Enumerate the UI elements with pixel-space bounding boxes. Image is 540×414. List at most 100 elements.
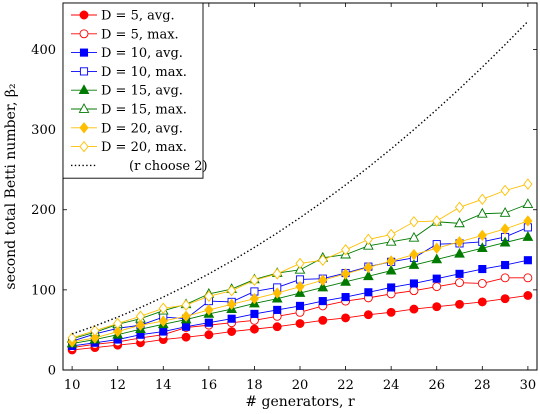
data-point	[477, 297, 487, 307]
data-point	[432, 282, 442, 292]
legend-label: D = 5, max.	[101, 27, 179, 42]
data-point	[409, 279, 418, 288]
data-point	[272, 322, 282, 332]
data-point	[204, 318, 213, 327]
data-point	[341, 293, 350, 302]
data-point	[501, 260, 510, 270]
y-tick-label: 200	[31, 203, 56, 218]
data-point	[158, 315, 168, 327]
data-point	[295, 319, 305, 328]
data-point	[273, 305, 282, 314]
data-point	[431, 253, 443, 264]
data-point	[386, 255, 396, 267]
data-point	[204, 330, 214, 340]
data-point	[318, 254, 328, 266]
legend-marker	[79, 122, 89, 134]
legend-label: D = 20, avg.	[101, 121, 183, 136]
data-point	[455, 299, 464, 309]
data-point	[272, 287, 282, 299]
data-point	[476, 242, 488, 253]
legend-item: D = 20, max.	[71, 140, 187, 155]
data-point	[476, 207, 488, 218]
data-point	[317, 281, 329, 292]
legend-label: D = 10, avg.	[101, 46, 183, 61]
legend-item: D = 10, avg.	[71, 46, 183, 61]
x-tick-label: 14	[155, 378, 172, 393]
legend-item: D = 5, max.	[71, 27, 179, 42]
data-point	[499, 207, 511, 217]
legend-label: D = 10, max.	[101, 65, 187, 80]
data-point	[477, 193, 487, 206]
data-point	[454, 236, 465, 248]
y-tick-label: 0	[48, 364, 56, 379]
x-tick-label: 18	[246, 378, 263, 393]
data-point	[499, 236, 511, 247]
data-point	[523, 291, 533, 300]
data-point	[455, 269, 464, 278]
y-axis-title: second total Betti number, β₂	[3, 83, 19, 289]
data-point	[386, 228, 396, 241]
data-point	[90, 325, 100, 337]
legend-item: (r choose 2)	[71, 159, 208, 174]
legend-item: D = 10, max.	[71, 65, 187, 80]
data-point	[249, 274, 259, 286]
legend-marker	[79, 29, 89, 39]
x-tick-label: 22	[337, 378, 354, 393]
data-point	[432, 242, 442, 254]
data-point	[500, 184, 510, 197]
data-point	[432, 215, 442, 227]
data-point	[386, 307, 396, 317]
data-point	[295, 257, 305, 270]
legend: D = 5, avg. D = 5, max. D = 10, avg. D = 10…	[62, 2, 208, 179]
data-point	[90, 332, 100, 344]
data-point	[522, 198, 534, 208]
data-point	[249, 324, 259, 334]
data-point	[478, 264, 487, 274]
legend-label: D = 5, avg.	[101, 9, 175, 24]
data-point	[385, 235, 397, 246]
data-point	[500, 294, 510, 304]
data-point	[363, 310, 373, 320]
x-tick-label: 10	[64, 378, 81, 393]
data-point	[409, 248, 419, 261]
series-8	[67, 178, 533, 344]
data-point	[363, 261, 373, 274]
series-layer	[66, 20, 534, 355]
data-point	[181, 299, 191, 311]
legend-label: D = 20, max.	[101, 140, 187, 155]
data-point	[341, 268, 351, 280]
legend-item: D = 15, avg.	[71, 84, 183, 99]
data-point	[455, 278, 464, 288]
data-point	[364, 288, 373, 297]
data-point	[454, 217, 465, 228]
data-point	[227, 298, 237, 311]
legend-label: D = 15, avg.	[101, 84, 183, 99]
data-point	[249, 292, 259, 305]
data-point	[409, 216, 419, 228]
data-point	[113, 317, 123, 330]
data-point	[523, 215, 533, 227]
legend-item: D = 15, max.	[71, 103, 187, 118]
data-point	[477, 279, 487, 288]
y-tick-label: 300	[31, 123, 56, 138]
data-point	[409, 304, 419, 314]
legend-marker	[79, 48, 89, 57]
data-point	[204, 304, 214, 316]
legend-marker	[78, 84, 90, 95]
data-point	[522, 231, 534, 241]
legend-marker	[79, 140, 89, 153]
data-point	[523, 273, 533, 283]
data-point	[387, 283, 396, 292]
data-point	[318, 315, 328, 325]
legend-marker	[78, 103, 90, 113]
data-point	[409, 286, 419, 296]
data-point	[318, 274, 328, 286]
data-point	[295, 280, 305, 293]
y-tick-label: 400	[31, 43, 56, 58]
data-point	[158, 302, 168, 315]
legend-label: (r choose 2)	[129, 159, 208, 174]
data-point	[523, 178, 533, 190]
x-tick-label: 24	[383, 378, 400, 393]
x-tick-label: 28	[474, 378, 491, 393]
